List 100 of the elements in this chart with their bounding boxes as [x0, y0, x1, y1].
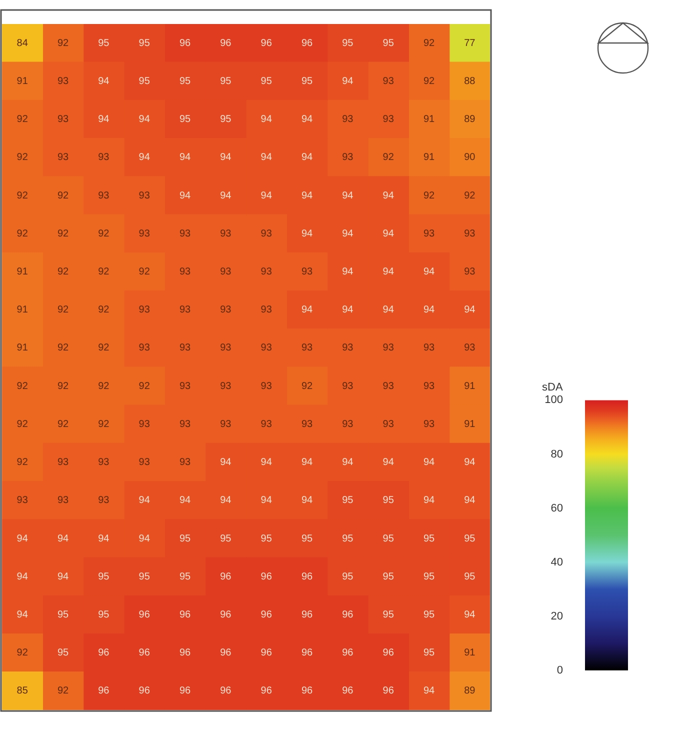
- data-label: 96: [342, 648, 354, 659]
- data-label: 96: [98, 686, 110, 697]
- data-label: 94: [464, 457, 476, 468]
- data-label: 95: [382, 609, 394, 620]
- data-label: 94: [382, 304, 394, 316]
- color-bar-label: 20: [550, 610, 563, 622]
- data-label: 94: [98, 533, 110, 544]
- data-label: 94: [98, 114, 110, 126]
- data-label: 96: [179, 686, 191, 697]
- data-label: 94: [464, 609, 476, 620]
- data-label: 94: [179, 190, 191, 202]
- data-label: 93: [57, 114, 69, 126]
- data-label: 93: [179, 380, 191, 392]
- data-label: 92: [423, 76, 435, 87]
- data-label: 93: [220, 380, 232, 392]
- data-label: 94: [260, 190, 272, 202]
- data-label: 96: [301, 648, 313, 659]
- data-label: 93: [138, 342, 150, 354]
- data-label: 96: [220, 571, 232, 582]
- data-label: 96: [220, 609, 232, 620]
- data-label: 92: [57, 304, 69, 316]
- data-label: 93: [342, 380, 354, 392]
- data-label: 94: [57, 571, 69, 582]
- data-label: 95: [138, 76, 150, 87]
- data-label: 93: [382, 380, 394, 392]
- color-bar-label: 60: [550, 502, 563, 514]
- data-label: 95: [138, 38, 150, 49]
- data-label: 93: [179, 228, 191, 240]
- data-label: 77: [464, 38, 476, 49]
- data-label: 95: [57, 648, 69, 659]
- data-label: 93: [179, 418, 191, 430]
- data-label: 93: [260, 266, 272, 278]
- data-label: 91: [464, 418, 476, 430]
- data-label: 94: [301, 304, 313, 316]
- data-label: 94: [301, 228, 313, 240]
- data-label: 95: [260, 76, 272, 87]
- data-label: 92: [98, 304, 110, 316]
- data-label: 92: [98, 380, 110, 392]
- data-label: 96: [260, 648, 272, 659]
- data-label: 93: [98, 457, 110, 468]
- data-label: 94: [16, 571, 28, 582]
- data-label: 91: [16, 76, 28, 87]
- data-label: 94: [301, 114, 313, 126]
- data-label: 93: [464, 342, 476, 354]
- data-label: 92: [57, 266, 69, 278]
- data-label: 93: [57, 76, 69, 87]
- data-label: 93: [342, 418, 354, 430]
- data-label: 93: [138, 418, 150, 430]
- data-label: 93: [423, 228, 435, 240]
- data-label: 94: [301, 457, 313, 468]
- data-label: 94: [342, 190, 354, 202]
- data-label: 94: [260, 457, 272, 468]
- data-label: 95: [220, 533, 232, 544]
- data-label: 92: [98, 228, 110, 240]
- data-label: 92: [16, 228, 28, 240]
- data-label: 95: [179, 114, 191, 126]
- data-label: 95: [301, 533, 313, 544]
- data-label: 93: [301, 418, 313, 430]
- color-bar-label: 80: [550, 448, 563, 460]
- data-label: 91: [16, 304, 28, 316]
- data-label: 93: [423, 380, 435, 392]
- data-label: 92: [16, 380, 28, 392]
- data-label: 91: [423, 152, 435, 164]
- data-label: 95: [220, 76, 232, 87]
- data-label: 93: [138, 457, 150, 468]
- data-label: 96: [260, 38, 272, 49]
- data-label: 96: [138, 648, 150, 659]
- data-label: 93: [301, 342, 313, 354]
- data-label: 95: [301, 76, 313, 87]
- data-label: 93: [98, 190, 110, 202]
- color-bar-label: 0: [556, 664, 563, 676]
- data-label: 92: [138, 380, 150, 392]
- data-label: 93: [260, 342, 272, 354]
- data-label: 95: [138, 571, 150, 582]
- data-label: 92: [423, 190, 435, 202]
- data-label: 96: [138, 609, 150, 620]
- data-label: 94: [382, 190, 394, 202]
- data-label: 92: [57, 418, 69, 430]
- data-label: 94: [342, 228, 354, 240]
- data-label: 92: [464, 190, 476, 202]
- data-label: 90: [464, 152, 476, 164]
- data-label: 94: [138, 495, 150, 506]
- data-label: 92: [16, 152, 28, 164]
- data-label: 94: [16, 609, 28, 620]
- data-label: 96: [220, 686, 232, 697]
- data-label: 93: [179, 266, 191, 278]
- data-label: 93: [382, 114, 394, 126]
- data-label: 92: [57, 380, 69, 392]
- data-label: 95: [464, 533, 476, 544]
- data-label: 84: [16, 38, 28, 49]
- data-label: 93: [179, 457, 191, 468]
- data-label: 93: [382, 76, 394, 87]
- data-label: 93: [382, 418, 394, 430]
- data-label: 93: [179, 304, 191, 316]
- data-label: 94: [382, 228, 394, 240]
- data-label: 96: [342, 609, 354, 620]
- data-label: 95: [423, 648, 435, 659]
- data-label: 96: [301, 686, 313, 697]
- data-label: 92: [57, 190, 69, 202]
- data-label: 94: [301, 495, 313, 506]
